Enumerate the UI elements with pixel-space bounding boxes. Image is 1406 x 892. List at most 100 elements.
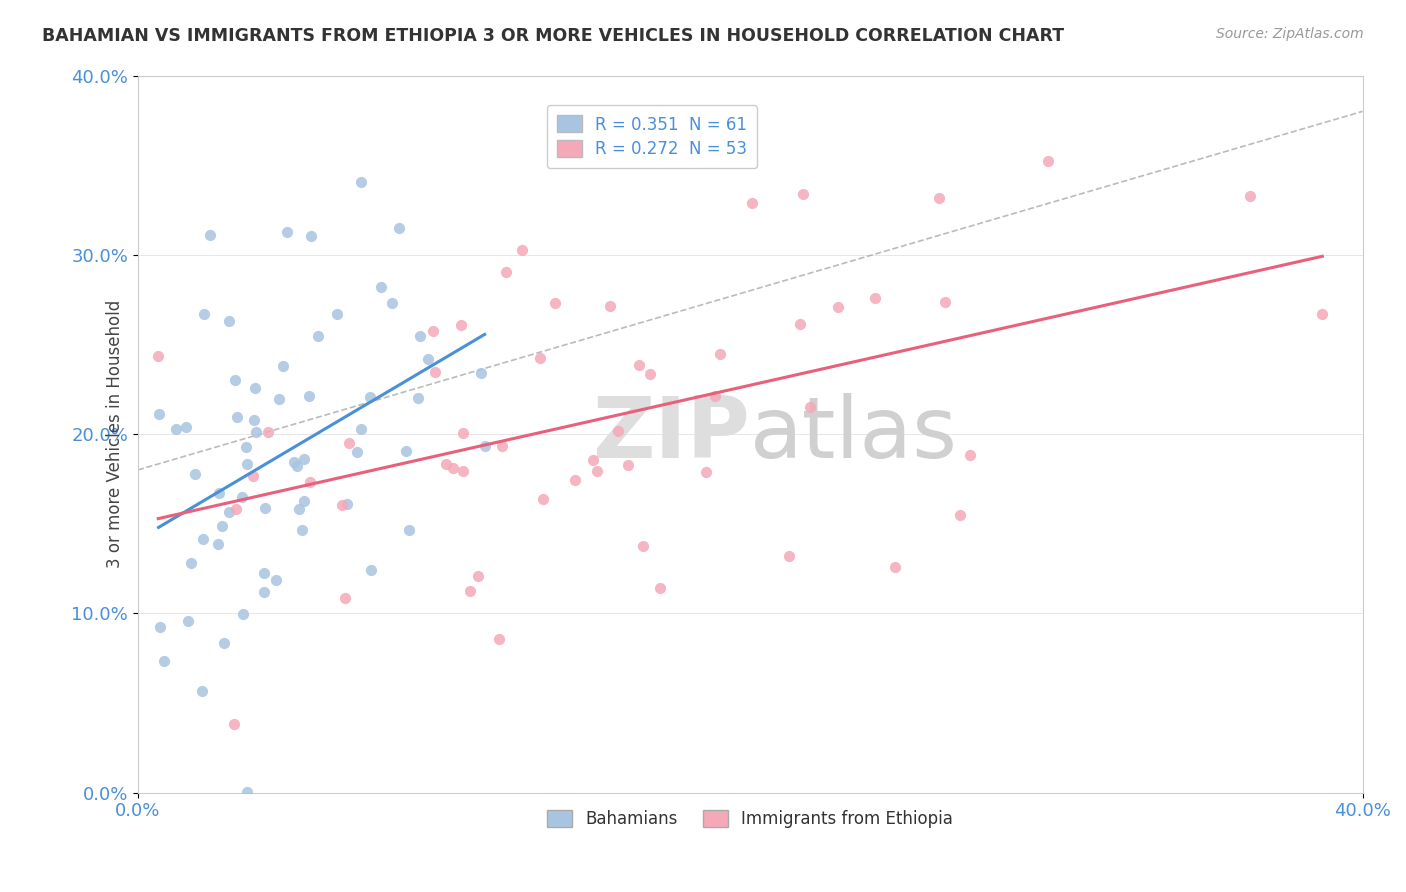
Point: [1239, 189, 1261, 203]
Point: [292, 494, 315, 508]
Point: [231, 490, 253, 504]
Point: [208, 485, 231, 500]
Point: [388, 221, 411, 235]
Point: [257, 425, 280, 439]
Point: [336, 497, 359, 511]
Point: [283, 455, 305, 469]
Text: atlas: atlas: [751, 392, 959, 475]
Point: [337, 436, 360, 450]
Point: [1312, 307, 1334, 321]
Point: [165, 422, 187, 436]
Point: [346, 444, 368, 458]
Point: [333, 591, 356, 605]
Point: [149, 620, 172, 634]
Point: [792, 187, 814, 202]
Point: [148, 349, 170, 363]
Point: [778, 549, 800, 564]
Point: [224, 716, 246, 731]
Point: [606, 424, 628, 438]
Point: [531, 491, 554, 506]
Point: [267, 392, 290, 406]
Point: [627, 359, 650, 373]
Point: [235, 440, 257, 454]
Legend: Bahamians, Immigrants from Ethiopia: Bahamians, Immigrants from Ethiopia: [540, 803, 960, 835]
Point: [299, 475, 322, 489]
Point: [153, 654, 176, 668]
Point: [827, 300, 849, 314]
Point: [638, 367, 661, 381]
Point: [495, 265, 517, 279]
Point: [271, 359, 294, 374]
Point: [359, 391, 381, 405]
Point: [741, 196, 763, 211]
Point: [409, 329, 432, 343]
Point: [648, 582, 671, 596]
Point: [704, 389, 727, 403]
Point: [218, 505, 240, 519]
Point: [564, 473, 586, 487]
Point: [180, 556, 202, 570]
Text: BAHAMIAN VS IMMIGRANTS FROM ETHIOPIA 3 OR MORE VEHICLES IN HOUSEHOLD CORRELATION: BAHAMIAN VS IMMIGRANTS FROM ETHIOPIA 3 O…: [42, 27, 1064, 45]
Point: [695, 465, 717, 479]
Point: [253, 584, 276, 599]
Point: [276, 225, 298, 239]
Point: [436, 457, 458, 471]
Point: [422, 324, 444, 338]
Point: [1036, 153, 1059, 168]
Point: [959, 448, 981, 462]
Text: Source: ZipAtlas.com: Source: ZipAtlas.com: [1216, 27, 1364, 41]
Point: [245, 380, 267, 394]
Point: [789, 318, 811, 332]
Point: [488, 632, 510, 646]
Point: [242, 469, 264, 483]
Point: [394, 444, 416, 458]
Point: [299, 228, 322, 243]
Point: [934, 294, 956, 309]
Point: [218, 313, 240, 327]
Point: [287, 459, 309, 474]
Point: [425, 365, 447, 379]
Point: [297, 389, 319, 403]
Point: [474, 439, 496, 453]
Point: [863, 291, 886, 305]
Point: [450, 318, 472, 332]
Point: [451, 464, 474, 478]
Point: [212, 636, 235, 650]
Point: [291, 523, 314, 537]
Point: [307, 329, 329, 343]
Point: [200, 227, 222, 242]
Point: [416, 352, 439, 367]
Point: [949, 508, 972, 523]
Point: [799, 400, 821, 414]
Point: [510, 244, 533, 258]
Point: [441, 461, 464, 475]
Point: [491, 439, 513, 453]
Point: [288, 502, 311, 516]
Text: ZIP: ZIP: [592, 392, 751, 475]
Point: [253, 566, 276, 580]
Point: [406, 391, 429, 405]
Point: [585, 464, 607, 478]
Point: [176, 614, 198, 628]
Point: [451, 425, 474, 440]
Point: [458, 584, 481, 599]
Point: [928, 191, 950, 205]
Point: [616, 458, 638, 472]
Point: [330, 498, 353, 512]
Point: [292, 452, 315, 467]
Point: [544, 296, 567, 310]
Point: [193, 532, 215, 546]
Point: [398, 523, 420, 537]
Point: [211, 518, 233, 533]
Point: [582, 452, 605, 467]
Point: [631, 539, 654, 553]
Point: [224, 373, 246, 387]
Point: [207, 537, 229, 551]
Point: [245, 425, 267, 439]
Point: [360, 563, 382, 577]
Point: [184, 467, 207, 481]
Y-axis label: 3 or more Vehicles in Household: 3 or more Vehicles in Household: [105, 300, 124, 568]
Point: [226, 409, 249, 424]
Point: [529, 351, 551, 366]
Point: [264, 574, 287, 588]
